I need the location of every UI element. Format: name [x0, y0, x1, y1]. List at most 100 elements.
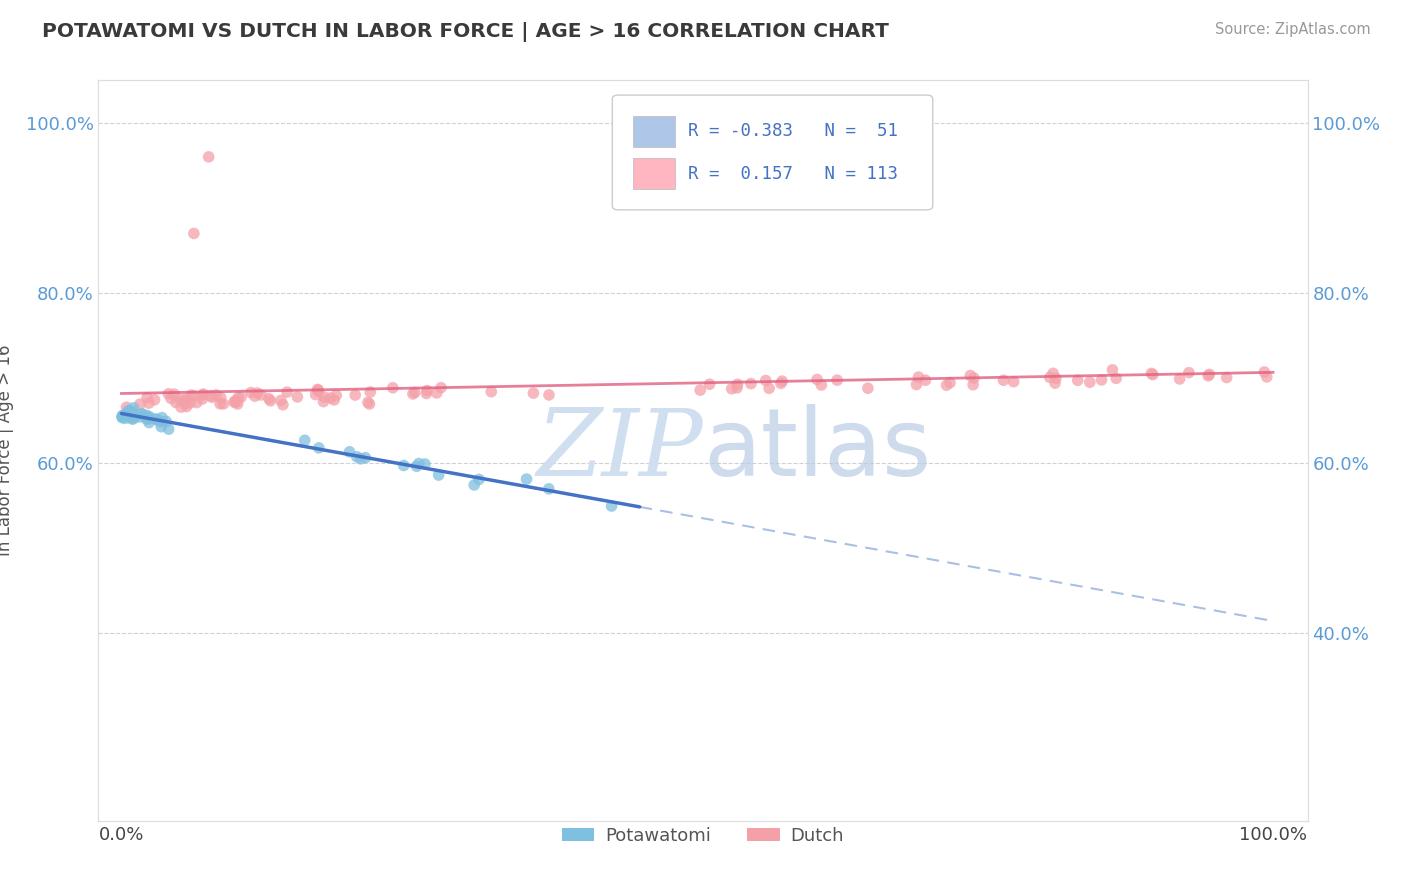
Point — [392, 458, 415, 473]
Point — [124, 409, 146, 423]
Point — [121, 412, 143, 426]
Text: R = -0.383   N =  51: R = -0.383 N = 51 — [689, 122, 898, 140]
Point — [1039, 370, 1062, 384]
Point — [962, 377, 984, 392]
Legend: Potawatomi, Dutch: Potawatomi, Dutch — [555, 820, 851, 853]
Point — [1101, 363, 1123, 377]
Point — [212, 397, 235, 411]
Point — [905, 377, 928, 392]
Point — [226, 391, 249, 405]
Point — [939, 376, 962, 390]
Point — [129, 409, 152, 424]
Point — [323, 392, 346, 407]
Point — [111, 409, 134, 423]
Point — [176, 400, 198, 414]
Point — [1215, 370, 1237, 384]
Point — [689, 383, 711, 397]
Point — [201, 390, 224, 404]
Point — [463, 478, 485, 492]
Point — [768, 193, 790, 207]
Point — [350, 451, 373, 466]
Point — [522, 386, 544, 401]
Point — [229, 390, 252, 404]
Point — [1002, 375, 1025, 389]
Point — [131, 407, 153, 421]
Point — [122, 410, 145, 425]
Point — [408, 457, 430, 471]
Point — [270, 393, 292, 408]
Point — [191, 388, 214, 402]
Point — [129, 397, 152, 411]
Point — [224, 395, 246, 409]
Point — [200, 388, 222, 402]
Point — [135, 412, 157, 426]
Point — [1067, 373, 1090, 387]
Point — [120, 411, 142, 425]
Point — [856, 381, 879, 395]
Point — [359, 397, 381, 411]
Point — [307, 383, 329, 397]
Point — [172, 394, 194, 409]
Point — [122, 401, 145, 415]
Point — [319, 391, 342, 405]
Point — [740, 376, 762, 391]
Point — [312, 394, 335, 409]
Point — [224, 394, 246, 409]
Point — [111, 409, 134, 423]
Point — [1198, 368, 1220, 382]
Point — [427, 468, 450, 483]
Text: ZIP: ZIP — [536, 406, 703, 495]
Point — [1168, 372, 1191, 386]
Point — [271, 398, 294, 412]
Point — [287, 390, 309, 404]
Point — [150, 410, 173, 425]
Point — [468, 472, 491, 486]
Point — [180, 388, 202, 402]
Point — [111, 409, 134, 423]
Point — [209, 391, 232, 405]
Point — [1178, 366, 1201, 380]
Point — [131, 408, 153, 422]
Point — [1140, 367, 1163, 381]
Point — [155, 414, 177, 428]
Point — [209, 397, 232, 411]
Point — [246, 386, 269, 401]
Point — [157, 422, 180, 436]
Point — [307, 383, 329, 397]
Point — [135, 409, 157, 423]
Point — [1197, 368, 1219, 383]
Point — [259, 393, 281, 408]
Point — [225, 394, 247, 409]
Point — [226, 397, 249, 411]
Point — [325, 388, 347, 402]
Point — [163, 387, 186, 401]
Point — [122, 408, 145, 422]
Point — [243, 389, 266, 403]
Point — [426, 386, 449, 401]
Point — [122, 406, 145, 420]
Point — [138, 411, 160, 425]
Point — [810, 378, 832, 392]
Point — [725, 381, 748, 395]
Point — [354, 450, 377, 465]
Point — [907, 370, 929, 384]
Point — [118, 403, 141, 417]
Point — [111, 409, 134, 424]
Point — [149, 415, 172, 429]
Point — [276, 385, 298, 400]
Point — [1105, 371, 1128, 385]
Point — [111, 410, 134, 425]
FancyBboxPatch shape — [633, 116, 675, 147]
Point — [150, 419, 173, 434]
Point — [600, 499, 623, 513]
Point — [197, 150, 219, 164]
Point — [1078, 375, 1101, 389]
Point — [415, 386, 437, 401]
Point — [117, 404, 139, 418]
Text: POTAWATOMI VS DUTCH IN LABOR FORCE | AGE > 16 CORRELATION CHART: POTAWATOMI VS DUTCH IN LABOR FORCE | AGE… — [42, 22, 889, 42]
Point — [250, 388, 273, 402]
Point — [825, 373, 848, 387]
Y-axis label: In Labor Force | Age > 16: In Labor Force | Age > 16 — [0, 344, 14, 557]
Point — [993, 373, 1015, 387]
Point — [114, 411, 136, 425]
